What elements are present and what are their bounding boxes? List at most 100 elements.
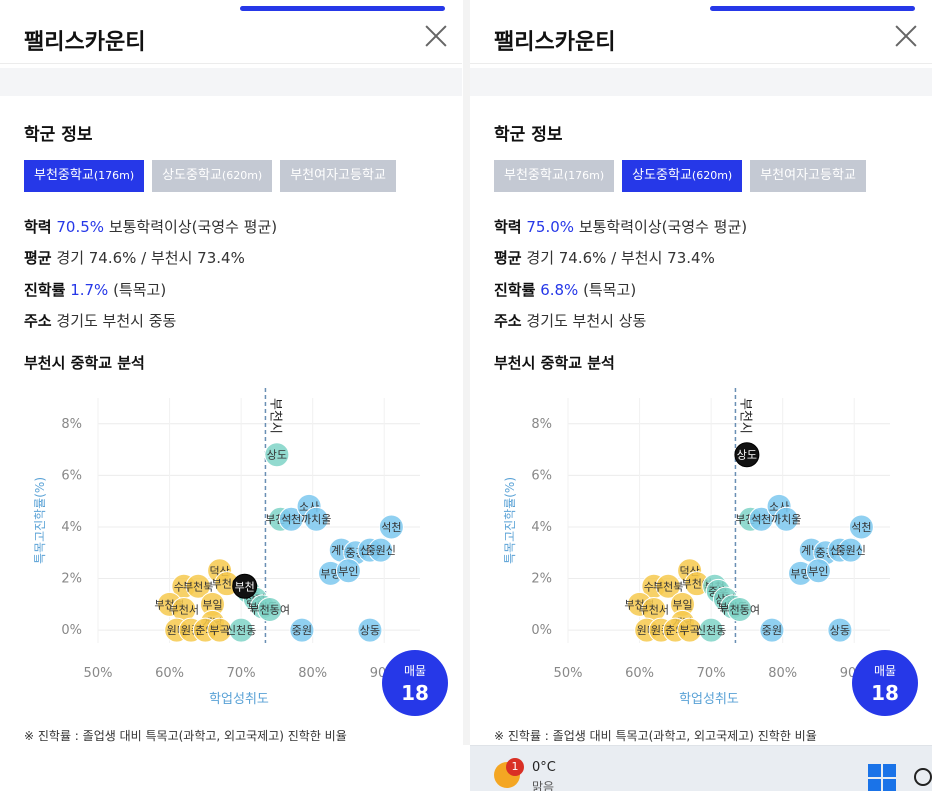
data-point-label: 상도 [267, 449, 287, 462]
data-point-label: 부천동여 [249, 602, 289, 616]
reference-line-label: 부천시 [267, 398, 282, 434]
adv-value: 6.8% [540, 281, 579, 299]
listing-badge[interactable]: 매물 18 [382, 650, 448, 716]
adv-suffix: (특목고) [113, 281, 167, 299]
info-advancement: 진학률 6.8% (특목고) [494, 279, 636, 300]
data-point-label: 부천북 [653, 579, 683, 593]
x-tick-label: 60% [155, 666, 184, 681]
data-point-label: 부곡 [680, 624, 700, 637]
panel-header: 팰리스카운티 [470, 14, 932, 64]
data-point-label: 중원신 [365, 544, 395, 557]
tab-school-0[interactable]: 부천중학교(176m) [494, 160, 615, 192]
search-icon[interactable] [914, 768, 932, 786]
label: 평균 [24, 249, 52, 267]
close-icon[interactable] [894, 24, 918, 48]
tab-label: 부천중학교 [34, 168, 94, 183]
data-point-label: 부천 [235, 579, 255, 593]
data-point [698, 617, 724, 643]
data-point-label: 석천 [751, 512, 771, 526]
academic-value: 75.0% [526, 218, 575, 236]
data-point [827, 617, 853, 643]
data-point [734, 442, 760, 468]
data-point-label: 상동 [360, 624, 380, 637]
school-panel-right: 팰리스카운티 학군 정보 부천중학교(176m) 상도중학교(620m) 부천여… [470, 0, 932, 745]
info-average: 평균 경기 74.6% / 부천시 73.4% [24, 247, 245, 268]
data-point-label: 부인 [338, 565, 358, 578]
tab-label: 부천여자고등학교 [290, 168, 386, 183]
section-divider [0, 68, 462, 96]
weather-temp: 0°C [532, 760, 556, 775]
data-point [228, 617, 254, 643]
data-point-label: 부곡 [210, 624, 230, 637]
chart-title: 부천시 중학교 분석 [24, 354, 145, 372]
data-point-label: 상동 [830, 624, 850, 637]
tab-school-0[interactable]: 부천중학교(176m) [24, 160, 145, 192]
tab-distance: (620m) [691, 169, 733, 182]
x-tick-label: 50% [84, 666, 113, 681]
y-tick-label: 4% [531, 520, 552, 535]
section-title: 학군 정보 [494, 125, 563, 145]
tab-distance: (620m) [221, 169, 263, 182]
reference-line-label: 부천시 [737, 398, 752, 434]
data-point-label: 부인 [808, 565, 828, 578]
tab-label: 부천중학교 [504, 168, 564, 183]
badge-count: 18 [871, 681, 899, 705]
panel-header: 팰리스카운티 [0, 14, 462, 64]
info-average: 평균 경기 74.6% / 부천시 73.4% [494, 247, 715, 268]
data-point [232, 573, 258, 599]
data-point [773, 506, 799, 532]
label: 주소 [494, 312, 522, 330]
school-tabs: 부천중학교(176m) 상도중학교(620m) 부천여자고등학교 [24, 160, 439, 192]
scatter-chart: 0%2%4%6%8%50%60%70%80%90%학업성취도특목고진학률(%)부… [33, 388, 420, 707]
badge-label: 매물 [873, 664, 897, 678]
data-point [748, 506, 774, 532]
data-point [278, 506, 304, 532]
data-point [848, 514, 874, 540]
footnote: ※ 진학률 : 졸업생 대비 특목고(과학고, 외고국제고) 진학한 비율 [24, 729, 347, 743]
windows-start-icon[interactable] [868, 764, 896, 791]
tab-distance: (176m) [563, 169, 605, 182]
panel-title: 팰리스카운티 [494, 30, 616, 55]
data-point [185, 573, 211, 599]
data-point-label: 상도 [737, 449, 757, 462]
y-tick-label: 8% [531, 417, 552, 432]
data-point-label: 까치울 [301, 513, 331, 526]
adv-value: 1.7% [70, 281, 109, 299]
avg-text: 경기 74.6% / 부천시 73.4% [56, 249, 245, 267]
y-tick-label: 2% [61, 572, 82, 587]
close-icon[interactable] [424, 24, 448, 48]
data-point [303, 506, 329, 532]
data-point-label: 부일 [672, 597, 692, 611]
tab-school-1[interactable]: 상도중학교(620m) [152, 160, 273, 192]
data-point-label: 까치울 [771, 513, 801, 526]
tab-school-1[interactable]: 상도중학교(620m) [622, 160, 743, 192]
divider [463, 0, 470, 745]
y-tick-label: 6% [61, 468, 82, 483]
address-text: 경기도 부천시 상동 [526, 312, 647, 330]
data-point [655, 573, 681, 599]
y-tick-label: 6% [531, 468, 552, 483]
listing-badge[interactable]: 매물 18 [852, 650, 918, 716]
data-point-label: 부천북 [183, 579, 213, 593]
data-point [335, 558, 361, 584]
x-tick-label: 80% [298, 666, 327, 681]
footnote: ※ 진학률 : 졸업생 대비 특목고(과학고, 외고국제고) 진학한 비율 [494, 729, 817, 743]
data-point [368, 537, 394, 563]
adv-suffix: (특목고) [583, 281, 637, 299]
data-point-label: 부천서 [639, 602, 669, 616]
data-point [264, 442, 290, 468]
y-tick-label: 4% [61, 520, 82, 535]
info-academic: 학력 70.5% 보통학력이상(국영수 평균) [24, 216, 277, 237]
scroll-indicator [240, 6, 445, 11]
data-point-label: 중원 [292, 624, 312, 637]
y-tick-label: 8% [61, 417, 82, 432]
data-point-label: 석천 [851, 520, 871, 534]
tab-school-2[interactable]: 부천여자고등학교 [750, 160, 866, 192]
info-advancement: 진학률 1.7% (특목고) [24, 279, 166, 300]
y-axis-label: 특목고진학률(%) [503, 477, 517, 564]
avg-text: 경기 74.6% / 부천시 73.4% [526, 249, 715, 267]
tab-school-2[interactable]: 부천여자고등학교 [280, 160, 396, 192]
info-address: 주소 경기도 부천시 상동 [494, 310, 646, 331]
data-point-label: 신천동 [696, 623, 726, 637]
